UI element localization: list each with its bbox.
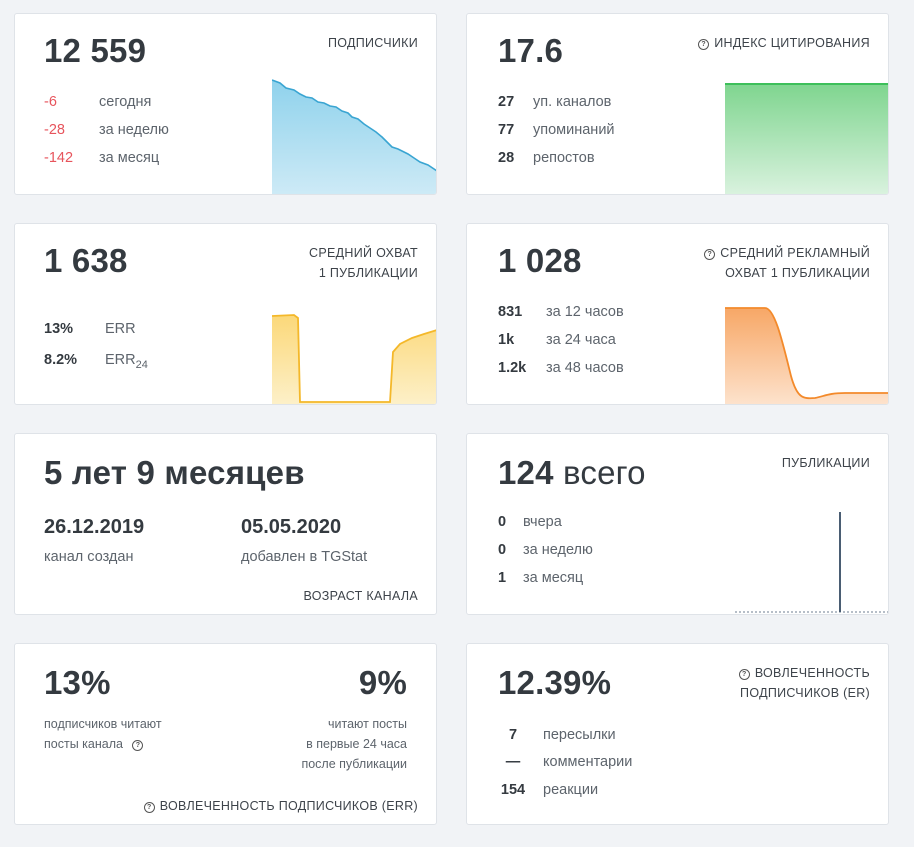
help-icon[interactable]: ?: [132, 740, 144, 751]
created-label: канал создан: [44, 549, 134, 565]
help-icon[interactable]: ?: [738, 669, 750, 680]
row-label: пересылки: [543, 727, 616, 743]
er-engagement-card[interactable]: 12.39% ? ВОВЛЕЧЕННОСТЬ ПОДПИСЧИКОВ (ER) 7…: [466, 643, 889, 825]
row-value: 831: [498, 304, 523, 320]
row-value: 13%: [44, 321, 74, 337]
caption-line: после публикации: [301, 757, 407, 771]
row-label: сегодня: [99, 94, 152, 110]
created-date: 26.12.2019: [44, 516, 145, 538]
average-reach-card[interactable]: 1 638 СРЕДНИЙ ОХВАТ 1 ПУБЛИКАЦИИ 13% ERR…: [14, 223, 437, 405]
ad-reach-sparkline: [725, 307, 888, 404]
citation-sparkline: [725, 83, 888, 194]
caption-text: посты канала: [44, 737, 123, 751]
caption-line: подписчиков читают: [44, 717, 162, 731]
title-line: 1 ПУБЛИКАЦИИ: [318, 266, 418, 280]
caption-line: читают посты: [327, 717, 407, 731]
added-date: 05.05.2020: [241, 516, 342, 538]
average-ad-reach-title: ? СРЕДНИЙ РЕКЛАМНЫЙ ОХВАТ 1 ПУБЛИКАЦИИ: [704, 243, 870, 283]
posts-unit: всего: [563, 454, 646, 491]
row-label: вчера: [523, 514, 562, 530]
row-value: 154: [500, 782, 526, 798]
row-value: —: [505, 754, 521, 770]
caption-line: посты канала ?: [44, 734, 162, 754]
row-value: 1: [498, 570, 507, 586]
title-text: ВОВЛЕЧЕННОСТЬ: [754, 666, 870, 680]
row-label: за месяц: [99, 150, 160, 166]
citation-index-card[interactable]: 17.6 ? ИНДЕКС ЦИТИРОВАНИЯ 27 уп. каналов …: [466, 13, 889, 195]
row-label: ERR: [105, 321, 136, 337]
title-line: ? СРЕДНИЙ РЕКЛАМНЫЙ: [704, 243, 870, 263]
title-line: СРЕДНИЙ ОХВАТ: [309, 246, 418, 260]
row-label: ERR24: [105, 352, 148, 371]
err-text: ERR: [105, 352, 136, 368]
average-ad-reach-card[interactable]: 1 028 ? СРЕДНИЙ РЕКЛАМНЫЙ ОХВАТ 1 ПУБЛИКА…: [466, 223, 889, 405]
citation-title-text: ИНДЕКС ЦИТИРОВАНИЯ: [714, 36, 870, 50]
subscribers-title: ПОДПИСЧИКИ: [327, 36, 418, 50]
row-value: 7: [508, 727, 518, 743]
average-reach-value: 1 638: [44, 242, 128, 279]
row-label: за 12 часов: [546, 304, 624, 320]
row-label: репостов: [533, 150, 595, 166]
citation-index-title: ? ИНДЕКС ЦИТИРОВАНИЯ: [698, 33, 870, 53]
err-right-caption: читают посты в первые 24 часа после публ…: [301, 714, 407, 774]
channel-age-value: 5 лет 9 месяцев: [44, 454, 305, 491]
row-value: 0: [498, 542, 507, 558]
row-value: 8.2%: [44, 352, 78, 368]
row-label: упоминаний: [533, 122, 615, 138]
posts-total: 124 всего: [498, 454, 646, 492]
row-value: 28: [498, 150, 515, 166]
er-engagement-title: ? ВОВЛЕЧЕННОСТЬ ПОДПИСЧИКОВ (ER): [738, 663, 870, 703]
row-value: 1.2k: [498, 360, 527, 376]
row-value: -6: [44, 94, 57, 110]
err-right-value: 9%: [358, 664, 407, 701]
row-label: за неделю: [99, 122, 169, 138]
title-line: ПОДПИСЧИКОВ (ER): [740, 686, 870, 700]
title-line: ОХВАТ 1 ПУБЛИКАЦИИ: [725, 266, 870, 280]
err-engagement-card[interactable]: 13% подписчиков читают посты канала ? 9%…: [14, 643, 437, 825]
added-label: добавлен в TGStat: [241, 549, 368, 565]
subscribers-card[interactable]: 12 559 ПОДПИСЧИКИ -6 сегодня -28 за неде…: [14, 13, 437, 195]
posts-card[interactable]: 124 всего ПУБЛИКАЦИИ 0 вчера 0 за неделю…: [466, 433, 889, 615]
err-left-value: 13%: [44, 664, 111, 701]
row-label: за 24 часа: [546, 332, 616, 348]
err-engagement-title: ? ВОВЛЕЧЕННОСТЬ ПОДПИСЧИКОВ (ERR): [143, 796, 418, 816]
row-label: за неделю: [523, 542, 593, 558]
row-label: уп. каналов: [533, 94, 612, 110]
row-value: 27: [498, 94, 515, 110]
title-line: ? ВОВЛЕЧЕННОСТЬ: [738, 663, 870, 683]
row-value: 77: [498, 122, 515, 138]
subscribers-count: 12 559: [44, 32, 147, 69]
average-reach-sparkline: [272, 314, 436, 404]
err-subscript: 24: [135, 358, 148, 371]
err-title-text: ВОВЛЕЧЕННОСТЬ ПОДПИСЧИКОВ (ERR): [159, 799, 418, 813]
row-value: -28: [44, 122, 65, 138]
row-label: за месяц: [523, 570, 584, 586]
help-icon[interactable]: ?: [143, 802, 155, 813]
citation-index-value: 17.6: [498, 32, 564, 69]
row-value: 0: [498, 514, 507, 530]
channel-age-title: ВОЗРАСТ КАНАЛА: [303, 589, 418, 603]
channel-age-card[interactable]: 5 лет 9 месяцев 26.12.2019 канал создан …: [14, 433, 437, 615]
title-text: СРЕДНИЙ РЕКЛАМНЫЙ: [720, 246, 870, 260]
subscribers-sparkline: [272, 79, 436, 194]
average-ad-reach-value: 1 028: [498, 242, 582, 279]
row-label: реакции: [543, 782, 599, 798]
caption-line: в первые 24 часа: [306, 737, 407, 751]
row-label: комментарии: [543, 754, 633, 770]
row-value: 1k: [498, 332, 515, 348]
row-label: за 48 часов: [546, 360, 624, 376]
posts-title: ПУБЛИКАЦИИ: [781, 456, 870, 470]
help-icon[interactable]: ?: [704, 249, 716, 260]
row-value: -142: [44, 150, 74, 166]
err-left-caption: подписчиков читают посты канала ?: [44, 714, 162, 754]
er-value: 12.39%: [498, 664, 612, 701]
posts-sparkline: [735, 512, 888, 613]
help-icon[interactable]: ?: [698, 39, 710, 50]
posts-count: 124: [498, 454, 554, 491]
average-reach-title: СРЕДНИЙ ОХВАТ 1 ПУБЛИКАЦИИ: [309, 243, 418, 283]
